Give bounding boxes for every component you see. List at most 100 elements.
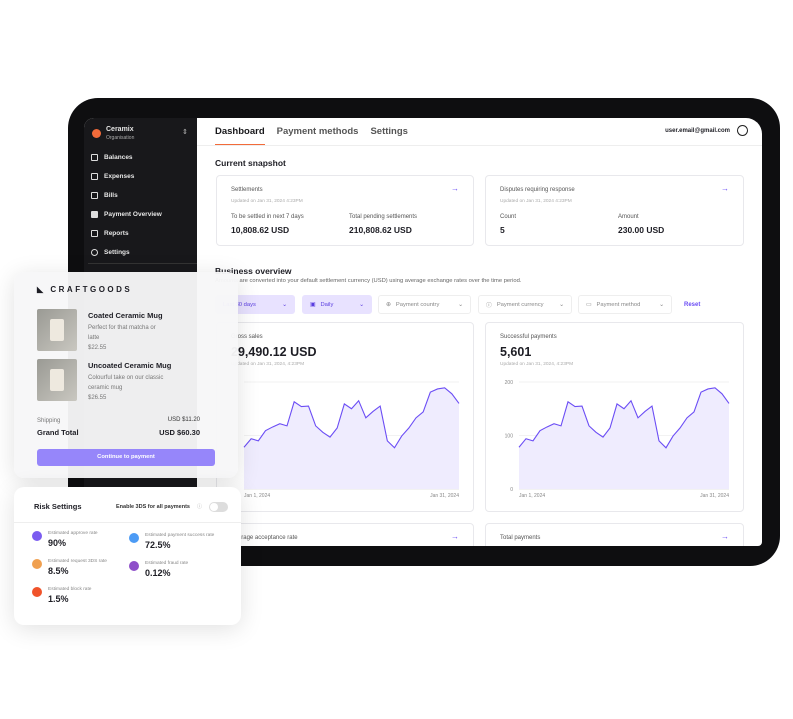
- metric-payment-success-rate-value: 72.5%: [145, 540, 171, 550]
- chevron-down-icon: ⌄: [559, 301, 564, 308]
- product-desc: Perfect for that matcha or latte: [88, 325, 156, 341]
- calendar-icon: ▣: [310, 301, 316, 308]
- product-image: [37, 359, 77, 401]
- bill-icon: [91, 192, 98, 199]
- arrow-right-icon[interactable]: →: [451, 532, 459, 541]
- gear-icon: [91, 249, 98, 256]
- label: Reports: [104, 230, 129, 237]
- interval-filter[interactable]: ▣ Daily ⌄: [302, 295, 372, 314]
- risk-title: Risk Settings: [34, 502, 82, 511]
- globe-icon: ⊕: [386, 301, 391, 308]
- metric-icon: [32, 559, 42, 569]
- card-title: Settlements: [231, 187, 263, 193]
- x-tick-label: Jan 1, 2024: [519, 493, 545, 499]
- payment-method-filter[interactable]: ▭ Payment method ⌄: [578, 295, 672, 314]
- value: 5,601: [500, 345, 532, 359]
- total-payments-card[interactable]: Total payments →: [485, 523, 744, 546]
- arrow-right-icon[interactable]: →: [451, 184, 459, 193]
- updated-text: Updated on Jan 31, 2024, 4:23PM: [231, 362, 305, 367]
- sidebar-item-reports[interactable]: Reports: [91, 230, 129, 237]
- y-tick-label: 200: [505, 380, 514, 386]
- label: Count: [500, 214, 517, 220]
- acceptance-rate-card[interactable]: Average acceptance rate →: [216, 523, 474, 546]
- sidebar-item-settings[interactable]: Settings: [91, 249, 130, 256]
- metric-fraud-rate-label: Estimated fraud rate: [145, 561, 189, 566]
- tab-settings[interactable]: Settings: [370, 126, 408, 137]
- metric-icon: [129, 533, 139, 543]
- sidebar-item-balances[interactable]: Balances: [91, 154, 133, 161]
- craftgoods-logo: ◣ CRAFTGOODS: [37, 285, 132, 294]
- shipping-value: USD $11.20: [167, 417, 200, 423]
- product-price: $26.55: [88, 395, 107, 401]
- area-fill: [519, 387, 729, 489]
- disputes-card[interactable]: Disputes requiring response Updated on J…: [485, 175, 744, 246]
- area-fill: [244, 387, 459, 489]
- label: To be settled in next 7 days: [231, 214, 304, 220]
- reset-button[interactable]: Reset: [684, 302, 701, 308]
- metric-icon: [129, 561, 139, 571]
- org-logo-icon: [92, 129, 101, 138]
- metric-request-3ds-rate-value: 8.5%: [48, 566, 69, 576]
- card-title: Gross sales: [231, 334, 263, 340]
- settlements-card[interactable]: Settlements Updated on Jan 31, 2024 4:23…: [216, 175, 474, 246]
- continue-to-payment-button[interactable]: Continue to payment: [37, 449, 215, 466]
- org-sub: Organisation: [106, 135, 135, 141]
- toggle-label: Enable 3DS for all payments: [116, 504, 190, 510]
- document-icon: [91, 230, 98, 237]
- shipping-label: Shipping: [37, 418, 61, 424]
- label: Amount: [618, 214, 639, 220]
- metric-request-3ds-rate-label: Estimated request 3DS rate: [48, 559, 107, 564]
- payment-currency-filter[interactable]: ⓘ Payment currency ⌄: [478, 295, 572, 314]
- user-avatar-icon[interactable]: [737, 125, 748, 136]
- value: 10,808.62 USD: [231, 225, 290, 235]
- divider: [14, 522, 241, 523]
- x-tick-label: Jan 1, 2024: [244, 493, 270, 499]
- currency-icon: ⓘ: [486, 303, 492, 309]
- sidebar-item-expenses[interactable]: Expenses: [91, 173, 134, 180]
- metric-approve-rate-value: 90%: [48, 538, 67, 548]
- info-icon: ⓘ: [197, 504, 203, 510]
- product-name: Uncoated Ceramic Mug: [88, 361, 172, 370]
- label: Last 30 days: [223, 301, 256, 308]
- label: Payment currency: [496, 301, 544, 308]
- checkout-card: ◣ CRAFTGOODS Coated Ceramic Mug Perfect …: [14, 272, 238, 478]
- brand-name: CRAFTGOODS: [50, 285, 133, 294]
- card-title: Disputes requiring response: [500, 187, 575, 193]
- arrow-right-icon[interactable]: →: [721, 532, 729, 541]
- receipt-icon: [91, 173, 98, 180]
- label: Settings: [104, 249, 130, 256]
- card-title: Total payments: [500, 535, 541, 541]
- wallet-icon: ▭: [586, 301, 592, 308]
- bank-icon: [91, 154, 98, 161]
- metric-fraud-rate-value: 0.12%: [145, 568, 171, 578]
- chevron-down-icon: ⌄: [359, 301, 364, 308]
- arrow-right-icon[interactable]: →: [721, 184, 729, 193]
- updated-text: Updated on Jan 31, 2024 4:23PM: [231, 199, 303, 204]
- chevron-updown-icon[interactable]: ⇕: [182, 129, 188, 136]
- metric-payment-success-rate-label: Estimated payment success rate: [145, 533, 215, 538]
- business-note: Amounts are converted into your default …: [215, 278, 522, 284]
- product-desc: Colourful take on our classic ceramic mu…: [88, 375, 164, 391]
- product-name: Coated Ceramic Mug: [88, 311, 163, 320]
- value: 29,490.12 USD: [231, 345, 317, 359]
- value: 210,808.62 USD: [349, 225, 412, 235]
- x-tick-label: Jan 31, 2024: [700, 493, 729, 499]
- total-value: USD $60.30: [159, 428, 200, 437]
- metric-approve-rate-label: Estimated approve rate: [48, 531, 98, 536]
- payment-country-filter[interactable]: ⊕ Payment country ⌄: [378, 295, 471, 314]
- 3ds-toggle[interactable]: [209, 502, 228, 512]
- value: 5: [500, 225, 505, 235]
- charts-layer: Jan 1, 2024 Jan 31, 2024 0 100 200 Jan 1, 202…: [243, 380, 730, 499]
- sidebar-item-payment-overview[interactable]: Payment Overview: [91, 211, 162, 218]
- x-tick-label: Jan 31, 2024: [430, 493, 459, 499]
- sidebar-item-bills[interactable]: Bills: [91, 192, 118, 199]
- user-email: user.email@gmail.com: [665, 128, 730, 134]
- section-title: Business overview: [215, 266, 292, 276]
- label: Payment country: [395, 301, 440, 308]
- chevron-down-icon: ⌄: [659, 301, 664, 308]
- label: Daily: [320, 301, 334, 308]
- section-title: Current snapshot: [215, 158, 286, 168]
- metric-icon: [32, 531, 42, 541]
- metric-icon: [32, 587, 42, 597]
- tab-payment-methods[interactable]: Payment methods: [276, 126, 359, 137]
